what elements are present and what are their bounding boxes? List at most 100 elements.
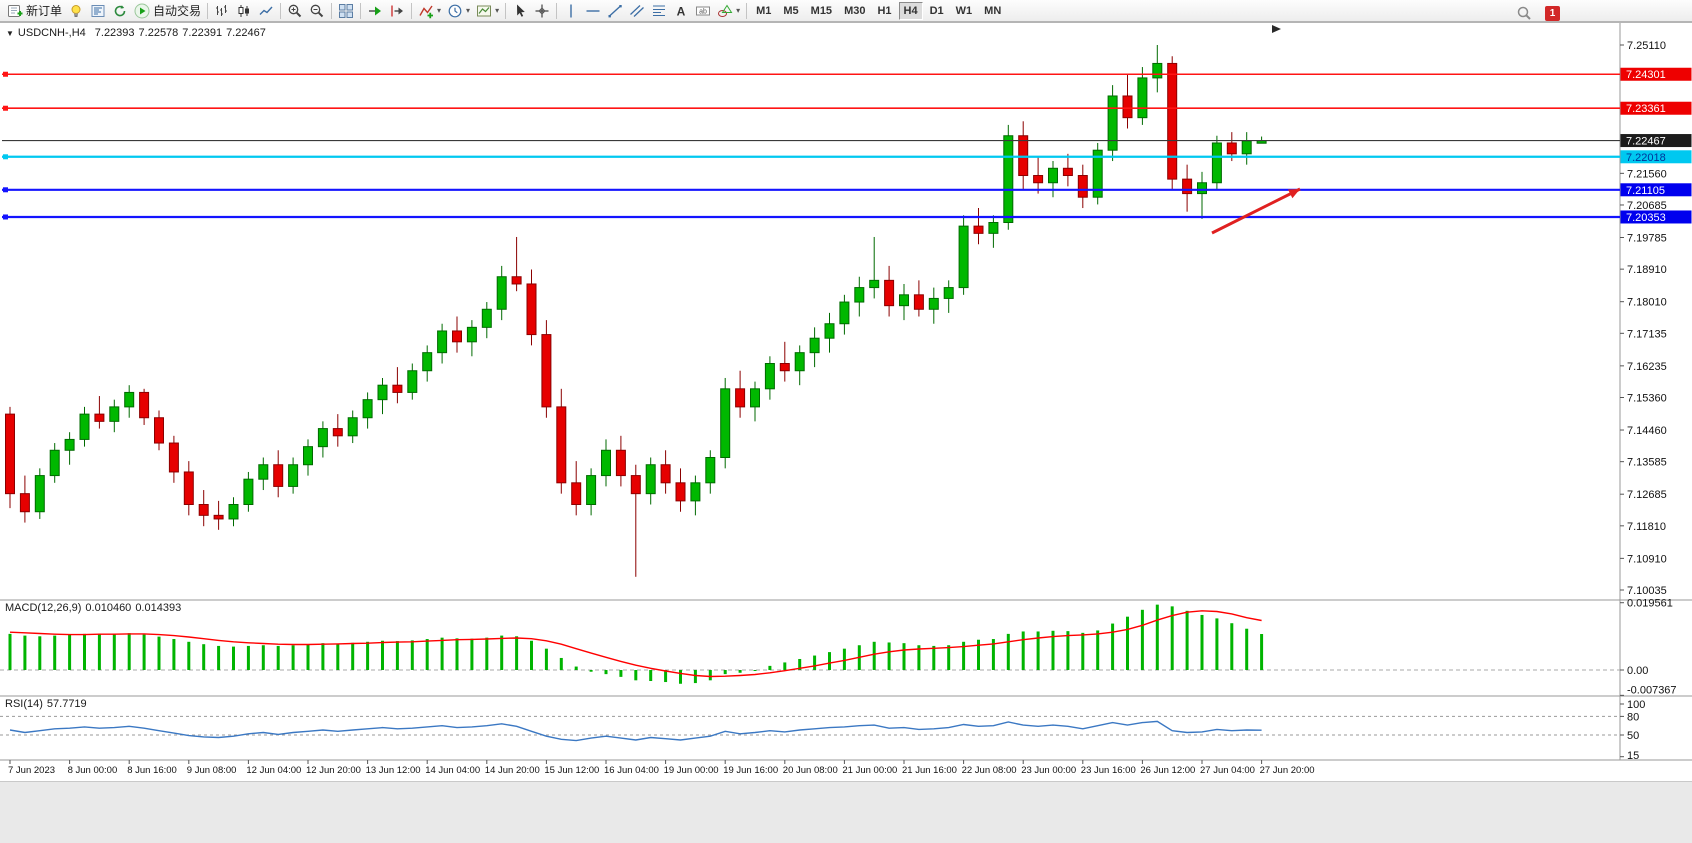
time-axis-label: 26 Jun 12:00 xyxy=(1140,765,1195,776)
tile-windows-button[interactable] xyxy=(335,1,357,21)
auto-scroll-button[interactable] xyxy=(364,1,386,21)
line-chart-button[interactable] xyxy=(255,1,277,21)
periods-button[interactable]: ▾ xyxy=(444,1,473,21)
candles xyxy=(5,45,1267,577)
timeframe-h4-button[interactable]: H4 xyxy=(898,1,923,20)
refresh-icon xyxy=(114,4,126,16)
zoom-in-icon xyxy=(288,4,302,17)
rsi-value: 57.7719 xyxy=(46,698,87,710)
depth-icon xyxy=(91,4,105,17)
svg-text:A: A xyxy=(677,4,686,18)
history-refresh-button[interactable] xyxy=(109,1,131,21)
price-scale-label: 7.15360 xyxy=(1627,392,1667,404)
vertical-line-button[interactable] xyxy=(560,1,582,21)
timeframe-mn-button[interactable]: MN xyxy=(979,2,1006,20)
vline-icon xyxy=(570,4,572,17)
text-label-icon: ab xyxy=(696,6,711,15)
bar-chart-button[interactable] xyxy=(211,1,233,21)
current-price-line-price-tag-label: 7.22467 xyxy=(1626,136,1666,148)
tick-chart-button[interactable] xyxy=(65,1,87,21)
support-line-blue-2-anchor xyxy=(3,214,8,220)
indicator-icon xyxy=(419,5,434,18)
toolbar-right-group: 1 xyxy=(1513,3,1560,23)
text-button[interactable]: A xyxy=(670,1,692,21)
price-scale-label: 7.12685 xyxy=(1627,489,1667,501)
timeframe-m5-button[interactable]: M5 xyxy=(778,2,803,20)
price-scale-label: 7.14460 xyxy=(1627,425,1667,437)
timeframe-h1-button[interactable]: H1 xyxy=(872,2,896,20)
line-icon xyxy=(259,6,273,15)
new-order-icon xyxy=(8,4,23,17)
time-axis-label: 9 Jun 08:00 xyxy=(187,765,237,776)
cursor-button[interactable] xyxy=(509,1,531,21)
support-line-cyan-price-tag-label: 7.22018 xyxy=(1626,152,1666,164)
support-line-blue-1-anchor xyxy=(3,187,8,193)
macd-scale-label: -0.007367 xyxy=(1627,685,1677,697)
chart-ohlc-header: ▼ USDCNH-,H4 7.22393 7.22578 7.22391 7.22467 xyxy=(6,27,270,39)
time-axis-label: 23 Jun 16:00 xyxy=(1081,765,1136,776)
horizontal-line-button[interactable] xyxy=(582,1,604,21)
candlestick-chart-button[interactable] xyxy=(233,1,255,21)
autotrading-button[interactable]: 自动交易 xyxy=(131,1,204,21)
rsi-label: RSI(14) xyxy=(5,698,43,710)
caret-down-icon: ▾ xyxy=(495,6,500,15)
symbol-dropdown-icon[interactable]: ▼ xyxy=(6,29,14,38)
time-axis-label: 16 Jun 04:00 xyxy=(604,765,659,776)
scroll-anchor-icon[interactable] xyxy=(1272,25,1281,33)
price-scale-label: 7.19785 xyxy=(1627,233,1667,245)
shapes-button[interactable]: ▾ xyxy=(714,1,743,21)
cursor-icon xyxy=(517,4,525,17)
support-line-cyan-anchor xyxy=(3,154,8,160)
templates-button[interactable]: ▾ xyxy=(473,1,502,21)
support-line-blue-1-price-tag xyxy=(1620,183,1692,197)
time-axis-label: 12 Jun 20:00 xyxy=(306,765,361,776)
macd-value-main: 0.010460 xyxy=(85,602,132,614)
label-button[interactable]: ab xyxy=(692,1,714,21)
trendline-button[interactable] xyxy=(604,1,626,21)
rsi-header: RSI(14) 57.7719 xyxy=(5,698,91,710)
timeframe-w1-button[interactable]: W1 xyxy=(951,2,978,20)
text-a-icon: A xyxy=(677,4,686,18)
chart-shift-button[interactable] xyxy=(386,1,408,21)
new-order-button[interactable]: 新订单 xyxy=(4,1,65,21)
market-depth-button[interactable] xyxy=(87,1,109,21)
clock-icon xyxy=(448,4,462,17)
tline-icon xyxy=(608,4,622,17)
bars-icon xyxy=(216,4,228,16)
fibonacci-button[interactable] xyxy=(648,1,670,21)
toolbar-separator xyxy=(207,2,209,19)
caret-down-icon: ▾ xyxy=(736,6,741,15)
alert-badge[interactable]: 1 xyxy=(1545,5,1560,21)
time-axis-label: 21 Jun 00:00 xyxy=(842,765,897,776)
time-axis-label: 14 Jun 20:00 xyxy=(485,765,540,776)
price-scale-label: 7.16235 xyxy=(1627,361,1667,373)
toolbar-separator xyxy=(280,2,282,19)
annotation-arrow-head xyxy=(1288,189,1300,199)
channel-button[interactable] xyxy=(626,1,648,21)
timeframe-m1-button[interactable]: M1 xyxy=(751,2,776,20)
annotation-arrow[interactable] xyxy=(1211,187,1301,235)
zoom-out-button[interactable] xyxy=(306,1,328,21)
crosshair-icon xyxy=(535,4,549,17)
window-bottom-area xyxy=(0,781,1692,843)
resistance-line-upper-price-tag-label: 7.24301 xyxy=(1626,69,1666,81)
search-button[interactable] xyxy=(1513,3,1535,23)
lightbulb-icon xyxy=(71,4,81,17)
price-scale-label: 7.20685 xyxy=(1627,200,1667,212)
time-axis-label: 8 Jun 16:00 xyxy=(127,765,177,776)
time-axis-label: 19 Jun 16:00 xyxy=(723,765,778,776)
indicators-button[interactable]: ▾ xyxy=(415,1,444,21)
time-axis-label: 27 Jun 04:00 xyxy=(1200,765,1255,776)
timeframe-m15-button[interactable]: M15 xyxy=(806,2,837,20)
timeframe-m30-button[interactable]: M30 xyxy=(839,2,870,20)
timeframe-d1-button[interactable]: D1 xyxy=(925,2,949,20)
time-axis-label: 20 Jun 08:00 xyxy=(783,765,838,776)
zoom-in-button[interactable] xyxy=(284,1,306,21)
ohlc-high: 7.22578 xyxy=(138,27,179,39)
crosshair-button[interactable] xyxy=(531,1,553,21)
rsi-scale-label: 15 xyxy=(1627,750,1639,762)
support-line-blue-1-price-tag-label: 7.21105 xyxy=(1626,185,1665,197)
chart-symbol-period: USDCNH-,H4 xyxy=(17,27,86,39)
